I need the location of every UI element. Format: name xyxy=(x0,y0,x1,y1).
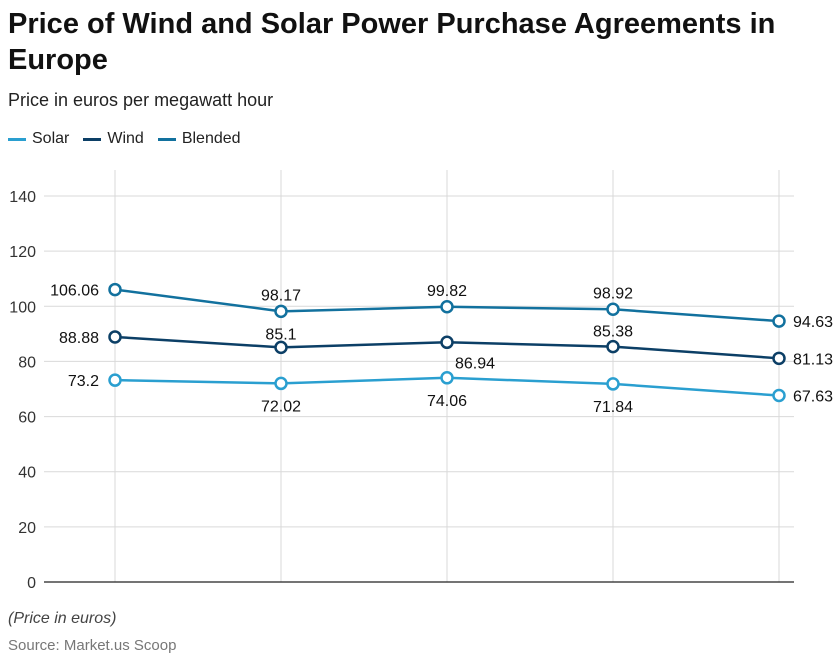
data-point-blended-4 xyxy=(772,314,786,328)
legend-swatch-wind xyxy=(83,137,102,141)
data-label-wind-0: 88.88 xyxy=(59,330,99,347)
data-label-blended-4: 94.63 xyxy=(793,314,833,331)
y-tick-label-40: 40 xyxy=(18,465,36,482)
data-point-solar-3 xyxy=(606,377,620,391)
data-point-wind-4 xyxy=(772,351,786,366)
data-label-solar-2: 74.06 xyxy=(427,393,467,410)
chart-title: Price of Wind and Solar Power Purchase A… xyxy=(8,8,776,76)
legend-item-wind[interactable]: Wind xyxy=(83,130,144,148)
data-point-solar-0 xyxy=(108,373,122,387)
data-point-wind-0 xyxy=(108,330,122,344)
data-label-solar-0: 73.2 xyxy=(68,373,99,390)
y-tick-label-60: 60 xyxy=(18,410,36,427)
legend-label-wind: Wind xyxy=(107,130,144,147)
legend-item-solar[interactable]: Solar xyxy=(8,130,69,148)
legend-label-blended: Blended xyxy=(181,130,241,147)
legend-label-solar: Solar xyxy=(32,130,70,147)
data-point-solar-4 xyxy=(772,388,786,403)
line-chart: 0 20 40 60 80 100 120 140 73.2 72.02 74.06 71.84 67.… xyxy=(9,170,833,592)
footer-note: (Price in euros) xyxy=(8,610,117,627)
data-label-blended-0: 106.06 xyxy=(50,283,99,300)
legend-swatch-solar xyxy=(8,137,26,141)
source-credit: Source: Market.us Scoop xyxy=(8,637,177,654)
legend-item-blended[interactable]: Blended xyxy=(157,130,241,148)
data-point-wind-2 xyxy=(440,335,454,350)
data-point-wind-1 xyxy=(274,340,288,355)
data-label-solar-4: 67.63 xyxy=(793,389,833,406)
legend-swatch-blended xyxy=(157,137,176,141)
data-label-solar-1: 72.02 xyxy=(261,398,301,415)
data-label-blended-2: 99.82 xyxy=(427,283,467,300)
data-point-blended-2 xyxy=(440,300,454,314)
y-tick-label-120: 120 xyxy=(9,244,36,261)
data-label-wind-4: 81.13 xyxy=(793,351,833,368)
data-label-solar-3: 71.84 xyxy=(593,399,633,416)
y-tick-label-140: 140 xyxy=(9,189,36,206)
y-tick-label-80: 80 xyxy=(18,354,36,371)
data-point-blended-0 xyxy=(108,282,122,297)
data-point-blended-1 xyxy=(274,304,288,319)
data-label-blended-1: 98.17 xyxy=(261,287,301,304)
chart-subtitle: Price in euros per megawatt hour xyxy=(8,90,274,110)
data-point-blended-3 xyxy=(606,302,620,317)
y-tick-label-20: 20 xyxy=(18,520,36,537)
legend: Solar Wind Blended xyxy=(8,130,241,148)
data-label-wind-2: 86.94 xyxy=(455,355,495,372)
data-label-wind-1: 85.1 xyxy=(265,326,296,343)
y-tick-label-100: 100 xyxy=(9,299,36,316)
y-tick-label-0: 0 xyxy=(27,575,36,592)
data-label-wind-3: 85.38 xyxy=(593,324,633,341)
data-point-solar-1 xyxy=(274,376,288,391)
data-point-solar-2 xyxy=(440,371,454,385)
data-label-blended-3: 98.92 xyxy=(593,285,633,302)
data-point-wind-3 xyxy=(606,339,620,354)
